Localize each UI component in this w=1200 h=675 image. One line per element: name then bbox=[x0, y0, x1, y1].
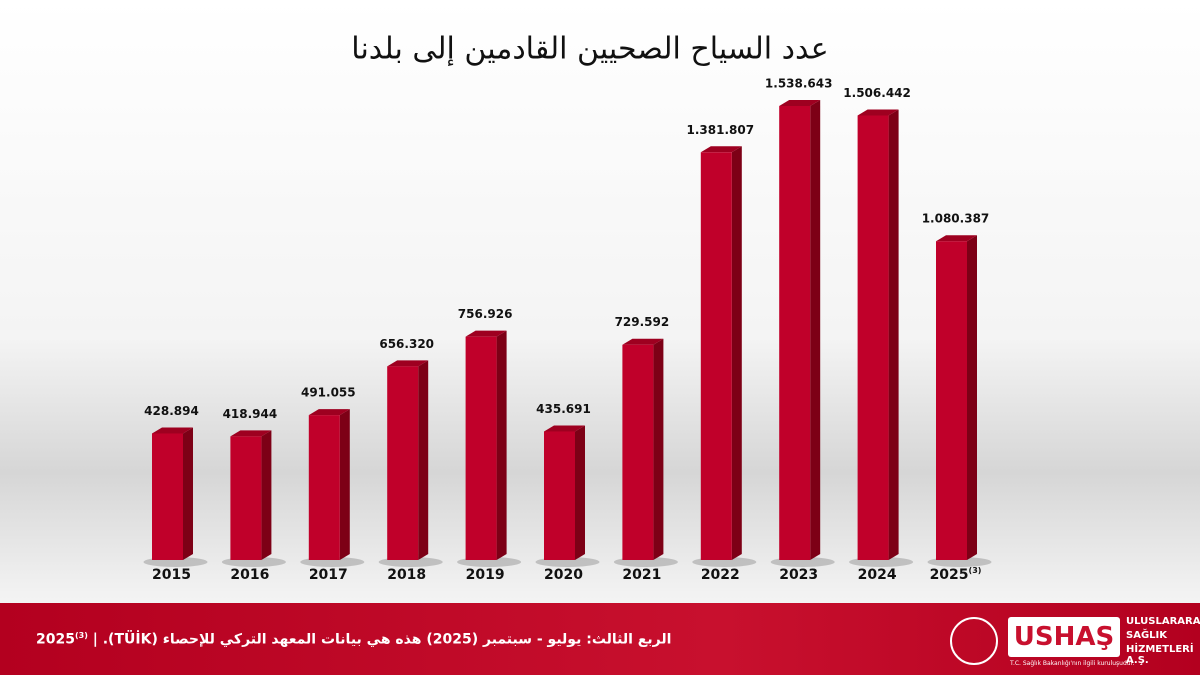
bar-side bbox=[575, 425, 585, 560]
x-tick-label: 2015 bbox=[152, 567, 191, 583]
x-tick-label: 2020 bbox=[544, 567, 583, 583]
chart-title: عدد السياح الصحيين القادمين إلى بلدنا bbox=[351, 32, 828, 67]
bar bbox=[387, 366, 419, 560]
x-tick-label: 2024 bbox=[858, 567, 897, 583]
logo-brand: USHAŞ bbox=[1008, 617, 1120, 657]
footer-year: 2025 bbox=[36, 631, 75, 648]
logo-line: ULUSLARARASI bbox=[1126, 616, 1200, 627]
bar bbox=[465, 336, 497, 560]
value-label: 428.894 bbox=[144, 404, 199, 418]
bar-side bbox=[810, 100, 821, 560]
category: 2016 bbox=[230, 567, 269, 583]
x-tick-label: 2018 bbox=[387, 567, 426, 583]
category: 2019 bbox=[466, 567, 505, 583]
bar-side bbox=[496, 330, 507, 560]
bar bbox=[779, 106, 811, 560]
value-label: 1.080.387 bbox=[922, 212, 990, 226]
bar-top bbox=[936, 235, 977, 242]
category: 2025 bbox=[930, 567, 969, 583]
logo-line: SAĞLIK bbox=[1126, 630, 1167, 641]
bar-top bbox=[152, 427, 193, 434]
x-tick-label: 2019 bbox=[466, 567, 505, 583]
bar bbox=[936, 241, 967, 560]
category: 2023 bbox=[779, 567, 818, 583]
bar-top bbox=[857, 109, 899, 116]
bar bbox=[230, 436, 262, 560]
bar-side bbox=[967, 235, 977, 560]
bar-top bbox=[700, 146, 742, 153]
category: 2024 bbox=[858, 567, 897, 583]
bar bbox=[857, 115, 889, 560]
bar bbox=[544, 431, 575, 560]
bar-top bbox=[779, 100, 821, 106]
bar-top bbox=[622, 338, 664, 345]
value-label: 491.055 bbox=[301, 386, 356, 400]
footnote-marker: (3) bbox=[74, 631, 88, 640]
bar bbox=[700, 152, 732, 560]
bar-side bbox=[888, 109, 899, 560]
category: 2018 bbox=[387, 567, 426, 583]
bar-side bbox=[261, 430, 272, 560]
bar bbox=[308, 415, 340, 560]
bar bbox=[152, 433, 183, 560]
value-label: 1.506.442 bbox=[843, 86, 911, 100]
chart: عدد السياح الصحيين القادمين إلى بلدنا 42… bbox=[143, 32, 992, 584]
bar-side bbox=[183, 427, 193, 560]
bar-top bbox=[308, 409, 350, 416]
x-tick-label: 2021 bbox=[622, 567, 661, 583]
value-label: 656.320 bbox=[379, 337, 434, 351]
bar bbox=[622, 344, 654, 560]
value-label: 1.538.643 bbox=[765, 77, 833, 91]
bar-top bbox=[544, 425, 585, 432]
category: 2020 bbox=[544, 567, 583, 583]
bar-side bbox=[653, 338, 664, 560]
value-label: 435.691 bbox=[536, 402, 591, 416]
category: 2015 bbox=[152, 567, 191, 583]
category: 2021 bbox=[622, 567, 661, 583]
value-label: 1.381.807 bbox=[687, 123, 755, 137]
separator: | bbox=[92, 631, 98, 648]
x-tick-label: 2025(3) bbox=[930, 566, 982, 584]
bar-top bbox=[230, 430, 272, 437]
bar-top bbox=[387, 360, 429, 367]
value-label: 418.944 bbox=[223, 407, 278, 421]
category: 2022 bbox=[701, 567, 740, 583]
footnote-marker: (3) bbox=[969, 566, 982, 575]
x-tick-label: 2017 bbox=[309, 567, 348, 583]
bar-top bbox=[465, 330, 507, 337]
value-label: 756.926 bbox=[458, 307, 513, 321]
bar-side bbox=[339, 409, 350, 560]
emblem bbox=[950, 617, 998, 665]
footer-note: 2025(3) | الربع الثالث: يوليو - سبتمبر (… bbox=[36, 631, 671, 648]
bar-side bbox=[418, 360, 429, 560]
footer: 2025(3) | الربع الثالث: يوليو - سبتمبر (… bbox=[0, 603, 1200, 675]
footer-text: الربع الثالث: يوليو - سبتمبر (2025) هذه … bbox=[102, 631, 672, 648]
logo-tagline: T.C. Sağlık Bakanlığı'nın ilgili kuruluş… bbox=[1010, 660, 1135, 667]
x-tick-label: 2016 bbox=[230, 567, 269, 583]
bar-side bbox=[731, 146, 742, 560]
value-label: 729.592 bbox=[615, 315, 670, 329]
logo-line: HİZMETLERİ A.Ş. bbox=[1126, 644, 1194, 666]
category: 2017 bbox=[309, 567, 348, 583]
x-tick-label: 2023 bbox=[779, 567, 818, 583]
x-tick-label: 2022 bbox=[701, 567, 740, 583]
